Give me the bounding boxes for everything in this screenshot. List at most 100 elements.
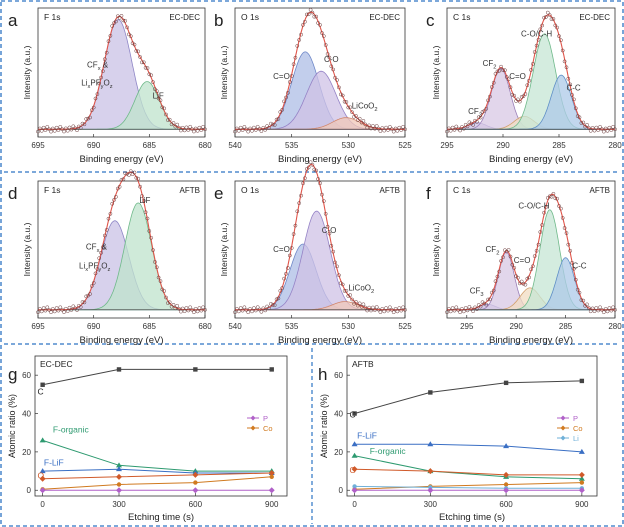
raw-data-point — [95, 92, 100, 96]
raw-data-point — [193, 126, 198, 131]
raw-data-point — [263, 308, 268, 313]
raw-data-point — [143, 210, 148, 215]
label-part: C=O — [514, 256, 531, 265]
raw-data-point — [384, 306, 388, 310]
raw-data-point — [50, 307, 55, 311]
data-point-c — [40, 382, 45, 387]
data-point-o — [192, 471, 199, 478]
raw-data-point — [89, 108, 94, 113]
x-tick-label: 285 — [552, 141, 566, 150]
raw-data-point — [340, 282, 345, 287]
raw-data-point — [236, 309, 241, 314]
raw-data-point — [102, 57, 107, 62]
raw-data-point — [570, 93, 574, 97]
chart-title: EC-DEC — [40, 359, 73, 369]
series-line-li — [354, 485, 582, 489]
raw-data-point — [401, 125, 405, 129]
raw-data-point — [395, 128, 400, 133]
raw-data-point — [312, 167, 317, 172]
raw-data-point — [248, 307, 252, 311]
plot-frame — [446, 7, 616, 138]
raw-data-point — [132, 170, 137, 175]
raw-data-point — [184, 125, 189, 130]
raw-data-point — [270, 122, 275, 127]
raw-data-point — [138, 184, 142, 189]
raw-data-point — [312, 14, 317, 19]
series-label: F-LiF — [44, 457, 64, 467]
raw-data-point — [588, 128, 593, 133]
raw-data-point — [164, 295, 168, 300]
data-point-p — [503, 487, 510, 494]
raw-data-point — [458, 128, 462, 133]
x-axis-label: Binding energy (eV) — [278, 154, 362, 165]
raw-data-point — [346, 105, 351, 110]
data-point-p — [39, 487, 46, 494]
raw-data-point — [527, 275, 531, 280]
raw-data-point — [195, 128, 200, 133]
raw-data-point — [447, 307, 451, 311]
component-peak — [38, 19, 205, 130]
data-point-li — [352, 484, 357, 489]
raw-data-point — [585, 302, 589, 307]
raw-data-point — [331, 67, 336, 72]
peak-label: CFx & — [86, 243, 108, 255]
raw-data-point — [371, 124, 375, 128]
x-tick-label: 300 — [112, 500, 126, 509]
raw-data-point — [274, 117, 279, 122]
label-part: O — [103, 78, 109, 87]
raw-data-point — [587, 126, 591, 130]
raw-data-point — [454, 124, 459, 129]
raw-data-point — [235, 307, 239, 311]
raw-data-point — [287, 80, 292, 84]
raw-data-point — [186, 128, 191, 132]
raw-data-point — [447, 126, 451, 131]
label-part: LiCoO — [348, 284, 371, 293]
raw-data-point — [475, 307, 479, 312]
raw-data-point — [238, 306, 243, 310]
raw-data-point — [91, 281, 96, 285]
series-label: F-organic — [370, 446, 407, 456]
raw-data-point — [270, 302, 275, 307]
raw-data-point — [141, 60, 146, 65]
sample-label: EC-DEC — [369, 13, 400, 22]
raw-data-point — [399, 308, 404, 313]
raw-data-point — [192, 129, 196, 134]
raw-data-point — [467, 120, 472, 125]
peak-label: CF2 — [483, 59, 497, 71]
raw-data-point — [280, 107, 285, 112]
data-point-p — [268, 487, 275, 494]
raw-data-point — [63, 306, 68, 311]
raw-data-point — [338, 92, 343, 97]
raw-data-point — [549, 194, 554, 199]
raw-data-point — [365, 125, 370, 130]
raw-data-point — [570, 260, 574, 265]
raw-data-point — [397, 125, 402, 130]
label-subscript: 3 — [479, 112, 482, 118]
raw-data-point — [316, 177, 320, 181]
raw-data-point — [388, 125, 392, 129]
raw-data-point — [335, 264, 339, 269]
raw-data-point — [568, 82, 573, 87]
raw-data-point — [140, 60, 144, 65]
raw-data-point — [320, 192, 324, 197]
raw-data-point — [557, 34, 561, 38]
label-part: CF — [470, 286, 481, 295]
raw-data-point — [242, 125, 247, 129]
raw-data-point — [128, 169, 133, 174]
raw-data-point — [325, 224, 330, 229]
raw-data-point — [403, 127, 407, 132]
panel-letter: c — [426, 11, 435, 30]
raw-data-point — [104, 228, 109, 232]
raw-data-point — [320, 31, 324, 35]
raw-data-point — [391, 129, 396, 134]
raw-data-point — [611, 125, 615, 129]
raw-data-point — [594, 125, 599, 130]
label-part: C-C — [566, 84, 580, 93]
label-part: O — [101, 262, 107, 271]
raw-data-point — [284, 271, 288, 276]
raw-data-point — [69, 308, 74, 312]
x-tick-label: 690 — [87, 322, 101, 331]
raw-data-point — [269, 301, 273, 306]
raw-data-point — [609, 308, 614, 313]
